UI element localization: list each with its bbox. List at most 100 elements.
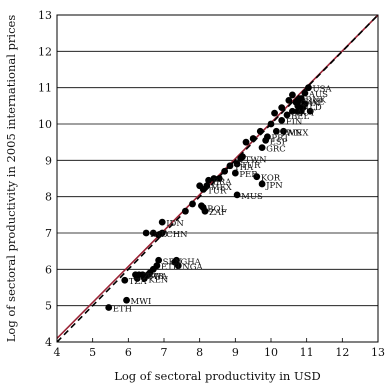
data-point-60 (132, 271, 139, 279)
data-point-44 (256, 127, 264, 135)
data-point-5 (139, 271, 147, 279)
point-label-34: CAN (300, 99, 321, 109)
point-label-29: MEX (287, 128, 309, 138)
x-tick-label-12: 12 (335, 346, 349, 359)
point-label-14: ZAF (209, 208, 227, 218)
point-label-21: PER (239, 170, 258, 180)
data-point-32 (289, 107, 296, 115)
y-tick-label-12: 12 (38, 45, 52, 58)
x-tick-label-11: 11 (300, 346, 314, 359)
data-point-48 (221, 167, 229, 175)
y-tick-label-7: 7 (45, 227, 52, 240)
x-axis-ticks: 4 5 6 7 8 9 10 11 12 13 (54, 338, 385, 359)
point-label-3: ZMB (143, 272, 164, 282)
data-point-14 (201, 207, 209, 215)
data-point-0 (105, 304, 113, 311)
point-label-12: IDN (166, 219, 184, 229)
x-tick-label-5: 5 (89, 346, 96, 359)
y-tick-label-10: 10 (38, 118, 52, 131)
data-point-46 (242, 138, 250, 146)
x-tick-label-6: 6 (125, 346, 132, 359)
data-point-52 (182, 207, 189, 215)
point-label-13: BOL (207, 205, 226, 215)
data-point-20 (233, 160, 241, 168)
point-label-19: THA (234, 163, 254, 173)
data-point-41 (278, 104, 286, 112)
data-point-55 (149, 229, 157, 237)
data-point-12 (158, 218, 166, 226)
x-axis-label: Log of sectoral productivity in USD (114, 369, 321, 383)
data-point-39 (289, 91, 296, 99)
x-tick-label-4: 4 (54, 346, 61, 359)
data-points (105, 84, 314, 311)
y-tick-label-9: 9 (45, 154, 52, 167)
data-point-57 (171, 258, 179, 266)
point-label-1: MWI (131, 297, 152, 307)
data-point-62 (149, 265, 157, 273)
data-point-23 (253, 173, 261, 181)
data-point-43 (267, 120, 275, 128)
data-point-2 (121, 276, 129, 284)
point-label-22: TWN (245, 156, 267, 166)
data-point-31 (283, 111, 291, 119)
data-point-49 (215, 175, 223, 182)
y-tick-label-11: 11 (38, 82, 52, 95)
data-point-28 (272, 127, 280, 135)
point-label-10: IND (150, 230, 168, 240)
point-label-30: FIN (286, 117, 303, 127)
data-point-67 (297, 107, 305, 115)
point-label-31: BEL (291, 112, 309, 122)
point-label-32: AUT (295, 108, 315, 118)
data-point-65 (306, 107, 314, 115)
point-label-5: BWA (147, 272, 169, 282)
data-point-40 (285, 96, 293, 104)
data-point-30 (278, 116, 286, 124)
x-tick-label-8: 8 (196, 346, 203, 359)
point-label-9: NGA (182, 263, 203, 273)
data-point-19 (226, 162, 234, 170)
y-axis-ticks: 4 5 6 7 8 9 10 11 12 13 (38, 9, 52, 349)
point-label-27: ESP (270, 137, 288, 147)
data-point-42 (271, 109, 278, 117)
point-label-18: TUR (207, 186, 227, 196)
data-point-10 (142, 229, 150, 237)
plot-frame (56, 14, 379, 343)
y-tick-label-6: 6 (45, 263, 52, 276)
point-label-33: NLD (302, 103, 322, 113)
point-label-38: USA (312, 85, 332, 95)
data-point-6 (155, 256, 163, 264)
point-label-25: GRC (266, 145, 286, 155)
point-label-35: SWE (304, 97, 325, 107)
data-point-53 (198, 202, 205, 210)
point-label-17: MEX (211, 183, 233, 193)
point-label-28: TWN (280, 128, 302, 138)
point-label-0: ETH (113, 304, 132, 314)
point-label-8: GHA (180, 257, 201, 267)
data-point-36 (297, 95, 305, 102)
y-tick-label-13: 13 (38, 9, 52, 22)
point-label-6: SEN (163, 257, 183, 267)
data-point-56 (155, 231, 163, 239)
point-label-4: KEN (148, 275, 169, 285)
data-point-24 (258, 180, 266, 188)
data-point-61 (144, 271, 152, 279)
data-point-45 (249, 135, 257, 142)
x-tick-label-7: 7 (161, 346, 168, 359)
point-label-36: DNK (305, 96, 326, 106)
data-point-47 (239, 153, 246, 161)
point-label-16: BRA (213, 177, 233, 187)
point-label-2: TZA (129, 277, 148, 287)
point-label-23: KOR (261, 174, 281, 184)
data-point-54 (189, 200, 196, 208)
data-point-27 (262, 136, 270, 144)
data-point-50 (210, 175, 218, 182)
point-label-15: MUS (241, 192, 263, 202)
y-tick-label-5: 5 (45, 300, 52, 313)
data-point-51 (196, 182, 204, 190)
y-axis-label: Log of sectoral productivity in 2005 int… (4, 15, 18, 343)
data-point-66 (301, 100, 309, 108)
y-tick-label-4: 4 (45, 336, 52, 349)
point-label-20: TUR (241, 161, 261, 171)
